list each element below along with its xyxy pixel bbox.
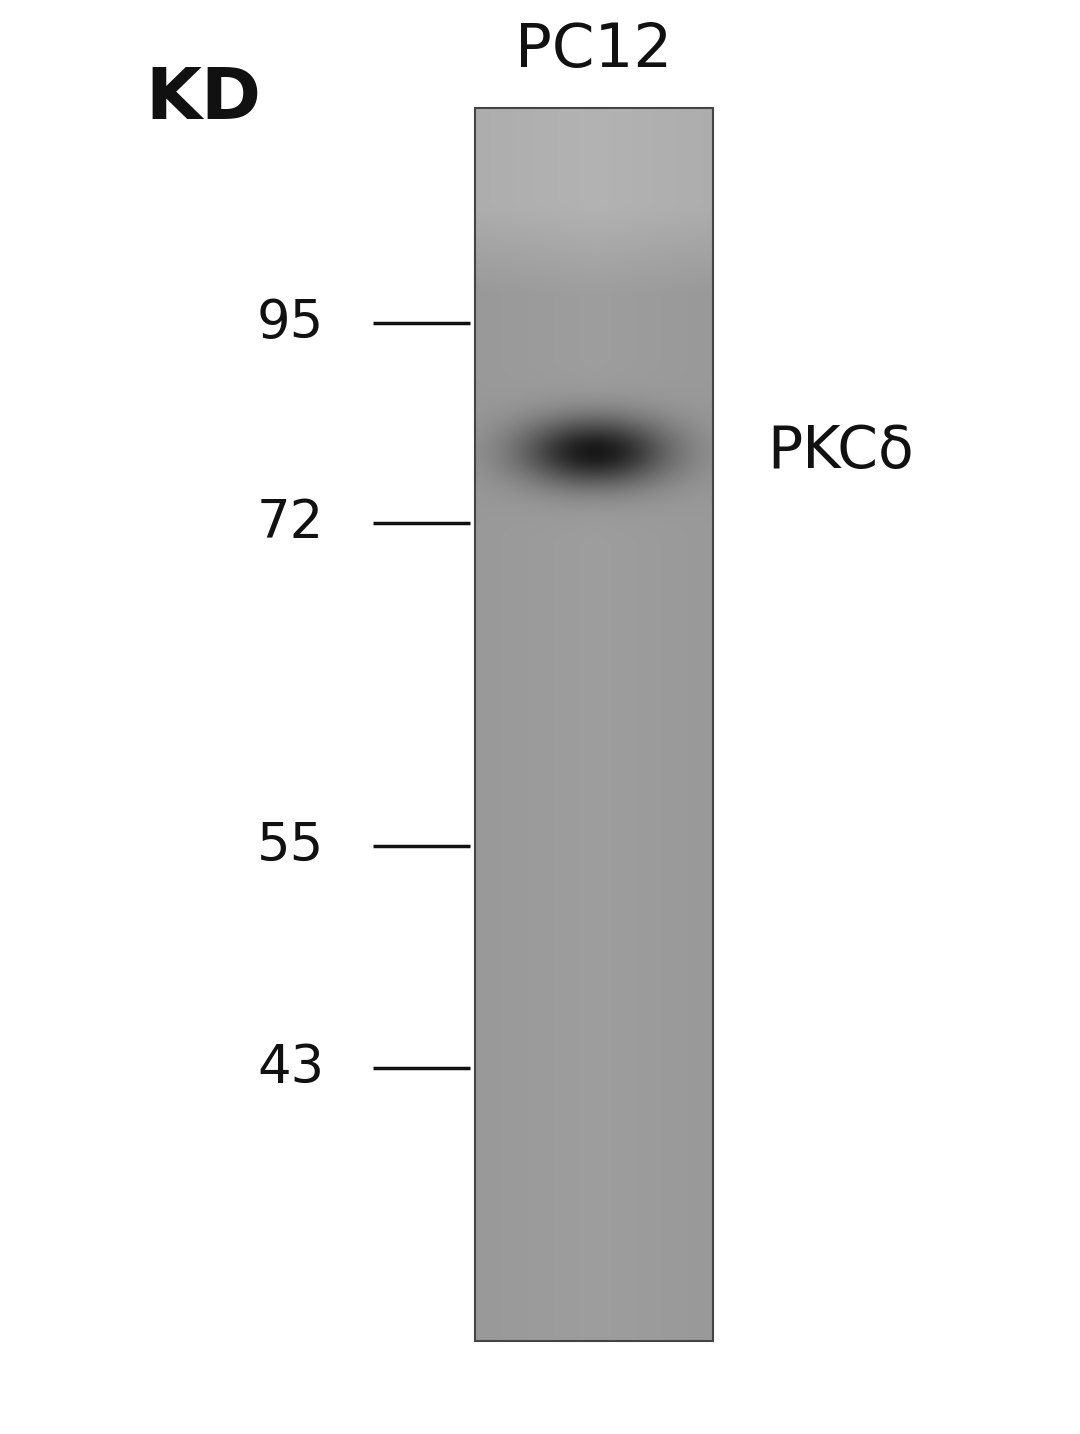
Text: 55: 55 — [257, 820, 324, 872]
Text: PC12: PC12 — [515, 20, 673, 80]
Text: KD: KD — [146, 65, 261, 133]
Text: 43: 43 — [257, 1043, 324, 1094]
Text: 72: 72 — [257, 498, 324, 549]
Text: PKCδ: PKCδ — [767, 423, 914, 480]
Text: 95: 95 — [257, 297, 324, 348]
Bar — [475, 108, 713, 1341]
